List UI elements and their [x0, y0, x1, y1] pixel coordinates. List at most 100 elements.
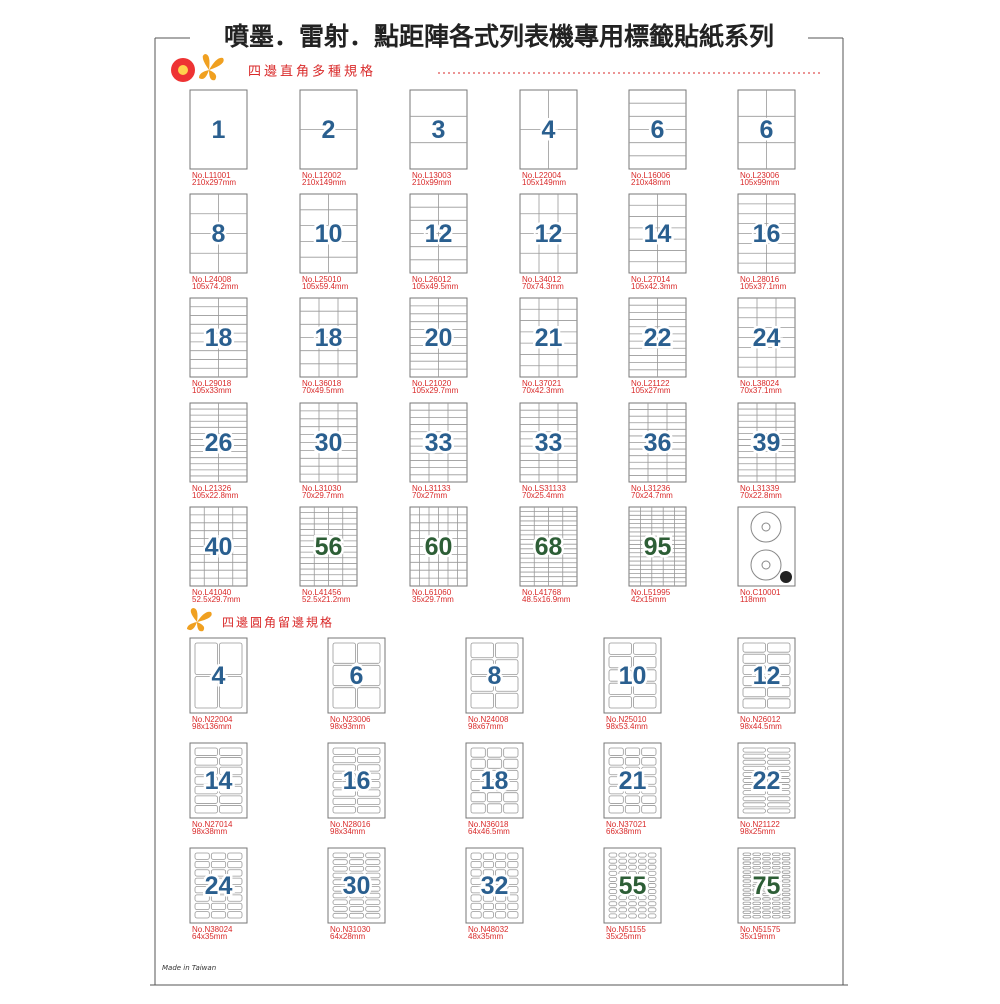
label-cell	[507, 869, 519, 877]
label-cell	[608, 696, 632, 709]
label-cell	[210, 852, 227, 860]
sheet-size: 105x33mm	[192, 386, 232, 395]
label-cell	[641, 785, 657, 795]
label-cell	[365, 859, 381, 865]
label-cell	[772, 888, 781, 892]
label-cell	[742, 653, 766, 664]
label-cell	[762, 892, 771, 897]
sheet-count: 12	[535, 220, 563, 248]
label-cell	[762, 861, 771, 865]
label-cell	[752, 861, 761, 865]
label-cell	[470, 803, 486, 814]
label-cell	[608, 805, 624, 814]
label-cell	[348, 899, 365, 906]
label-cell	[628, 858, 637, 864]
sheet-size: 52.5x21.2mm	[302, 595, 351, 604]
sheet-size: 98x136mm	[192, 722, 232, 731]
sheet-count: 22	[644, 324, 672, 352]
product-code: No.L31236	[631, 484, 671, 493]
label-cell	[641, 805, 657, 814]
label-cell	[194, 795, 218, 804]
label-cell	[503, 769, 519, 780]
label-cell	[752, 897, 761, 901]
label-cell	[641, 776, 657, 785]
sheet-size: 70x22.8mm	[740, 491, 782, 500]
sheet-count: 4	[542, 116, 556, 144]
label-cell	[772, 852, 781, 856]
sheet-size: 98x25mm	[740, 827, 775, 836]
sheet-size: 105x37.1mm	[740, 282, 787, 291]
label-cell	[357, 797, 381, 806]
label-cell	[348, 872, 365, 879]
label-cell	[495, 902, 507, 911]
label-cell	[772, 866, 781, 870]
label-cell	[357, 789, 381, 797]
label-cell	[752, 910, 761, 914]
sheet-size: 105x49.5mm	[412, 282, 459, 291]
label-cell	[608, 747, 624, 756]
sheet-size: 105x99mm	[740, 178, 780, 187]
label-cell	[638, 864, 647, 870]
label-cell	[628, 913, 637, 919]
label-cell	[633, 696, 657, 709]
label-cell	[470, 869, 482, 877]
label-cell	[647, 913, 657, 919]
label-cell	[219, 805, 243, 814]
label-cell	[227, 852, 243, 860]
label-cell	[608, 858, 618, 864]
label-cell	[357, 642, 381, 664]
sheet-count: 10	[315, 220, 343, 248]
label-cell	[781, 906, 791, 910]
sheet-count: 16	[343, 767, 371, 795]
label-cell	[194, 642, 218, 675]
label-cell	[767, 753, 791, 759]
label-cell	[762, 906, 771, 910]
label-cell	[608, 901, 618, 907]
sheet-size: 42x15mm	[631, 595, 666, 604]
label-cell	[470, 877, 482, 885]
label-cell	[762, 883, 771, 888]
label-cell	[227, 869, 243, 877]
label-cell	[332, 899, 348, 906]
logo	[171, 54, 224, 82]
product-code: No.L31133	[412, 484, 451, 493]
label-cell	[628, 883, 637, 888]
label-cell	[482, 852, 494, 860]
label-cell	[365, 899, 381, 906]
label-cell	[752, 874, 761, 879]
sheet-size: 105x27mm	[631, 386, 671, 395]
sheet-count: 24	[753, 324, 781, 352]
label-cell	[503, 803, 519, 814]
label-cell	[227, 902, 243, 911]
label-cell	[194, 877, 210, 885]
label-cell	[624, 747, 641, 756]
label-cell	[628, 870, 637, 876]
sheet-count: 26	[205, 429, 233, 457]
label-cell	[752, 883, 761, 888]
label-cell	[495, 894, 507, 902]
sheet-size: 70x25.4mm	[522, 491, 564, 500]
sheet-count: 18	[205, 324, 233, 352]
sheet-count: 4	[212, 662, 226, 690]
label-cell	[647, 907, 657, 913]
sheet-size: 70x24.7mm	[631, 491, 673, 500]
label-cell	[742, 901, 752, 906]
label-cell	[742, 790, 766, 796]
label-cell	[348, 886, 365, 892]
product-code: No.L12002	[302, 171, 342, 180]
label-cell	[742, 765, 766, 771]
label-cell	[781, 901, 791, 906]
label-cell	[503, 792, 519, 803]
label-cell	[618, 876, 627, 882]
